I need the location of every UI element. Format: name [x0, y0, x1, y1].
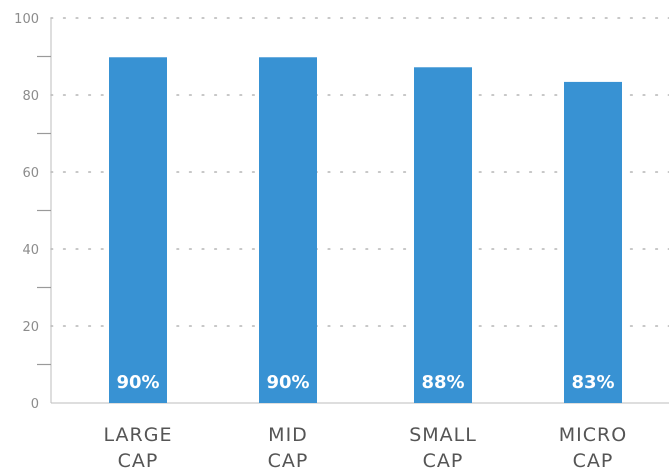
x-tick-label-3-line-0: MICRO [559, 424, 627, 446]
x-tick-label-0-line-1: CAP [118, 450, 159, 472]
y-tick-label-80: 80 [22, 89, 39, 104]
data-label-3: 83% [571, 372, 614, 393]
y-tick-label-60: 60 [22, 166, 39, 181]
data-label-0: 90% [116, 372, 159, 393]
x-tick-label-2-line-0: SMALL [409, 424, 477, 446]
bars [109, 57, 622, 403]
bar-2 [414, 67, 472, 403]
x-tick-label-1-line-1: CAP [268, 450, 309, 472]
x-tick-label-2-line-1: CAP [423, 450, 464, 472]
x-tick-label-0-line-0: LARGE [104, 424, 173, 446]
y-tick-label-20: 20 [22, 320, 39, 335]
data-label-2: 88% [421, 372, 464, 393]
data-label-1: 90% [266, 372, 309, 393]
bar-0 [109, 57, 167, 403]
y-tick-label-40: 40 [22, 243, 39, 258]
bar-1 [259, 57, 317, 403]
y-tick-label-0: 0 [31, 397, 39, 412]
bar-3 [564, 82, 622, 403]
x-tick-label-3-line-1: CAP [573, 450, 614, 472]
y-tick-label-100: 100 [14, 12, 39, 27]
x-tick-label-1-line-0: MID [268, 424, 308, 446]
